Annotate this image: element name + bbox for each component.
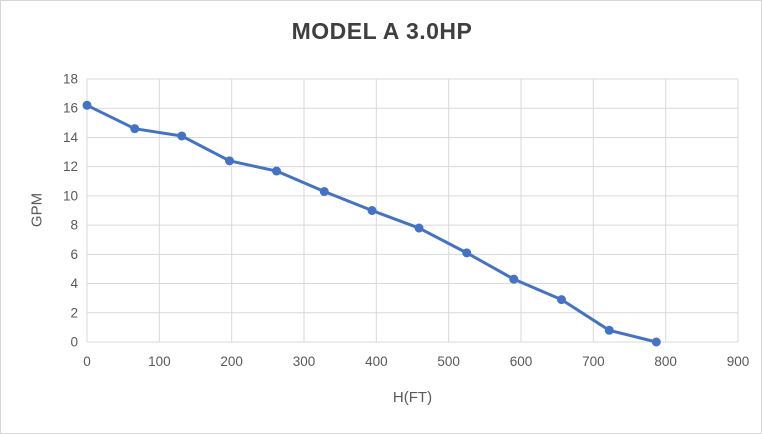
y-axis-title: GPM [28, 192, 46, 228]
x-tick-label-600: 600 [510, 354, 533, 369]
x-tick-label-300: 300 [293, 354, 316, 369]
data-point-7 [414, 223, 424, 233]
data-point-9 [509, 274, 519, 284]
data-point-3 [224, 156, 234, 166]
x-tick-label-400: 400 [365, 354, 388, 369]
y-tick-label-4: 4 [70, 276, 78, 291]
y-tick-label-18: 18 [63, 72, 78, 87]
x-tick-label-0: 0 [83, 354, 91, 369]
y-tick-label-8: 8 [70, 218, 78, 233]
data-point-4 [272, 166, 282, 176]
series-line [85, 103, 658, 344]
data-point-12 [651, 337, 661, 347]
y-tick-label-2: 2 [70, 305, 78, 320]
data-point-11 [604, 325, 614, 335]
x-tick-label-200: 200 [220, 354, 243, 369]
data-point-0 [82, 100, 92, 110]
x-tick-label-900: 900 [727, 354, 750, 369]
data-point-5 [319, 187, 329, 197]
x-axis-title: H(FT) [392, 389, 433, 406]
x-tick-label-700: 700 [582, 354, 605, 369]
chart-title: MODEL A 3.0HP [291, 18, 473, 44]
data-point-2 [177, 131, 187, 141]
x-tick-label-800: 800 [654, 354, 677, 369]
y-tick-label-0: 0 [70, 335, 78, 350]
data-point-6 [367, 206, 377, 215]
x-tick-label-500: 500 [437, 354, 460, 369]
y-tick-label-10: 10 [63, 188, 78, 203]
y-tick-label-14: 14 [63, 130, 79, 145]
data-point-1 [130, 124, 140, 134]
data-point-10 [557, 295, 567, 305]
y-tick-label-6: 6 [70, 247, 78, 262]
data-point-8 [462, 248, 472, 258]
y-tick-label-12: 12 [63, 159, 78, 174]
x-tick-label-100: 100 [148, 354, 171, 369]
y-tick-label-16: 16 [63, 101, 78, 116]
